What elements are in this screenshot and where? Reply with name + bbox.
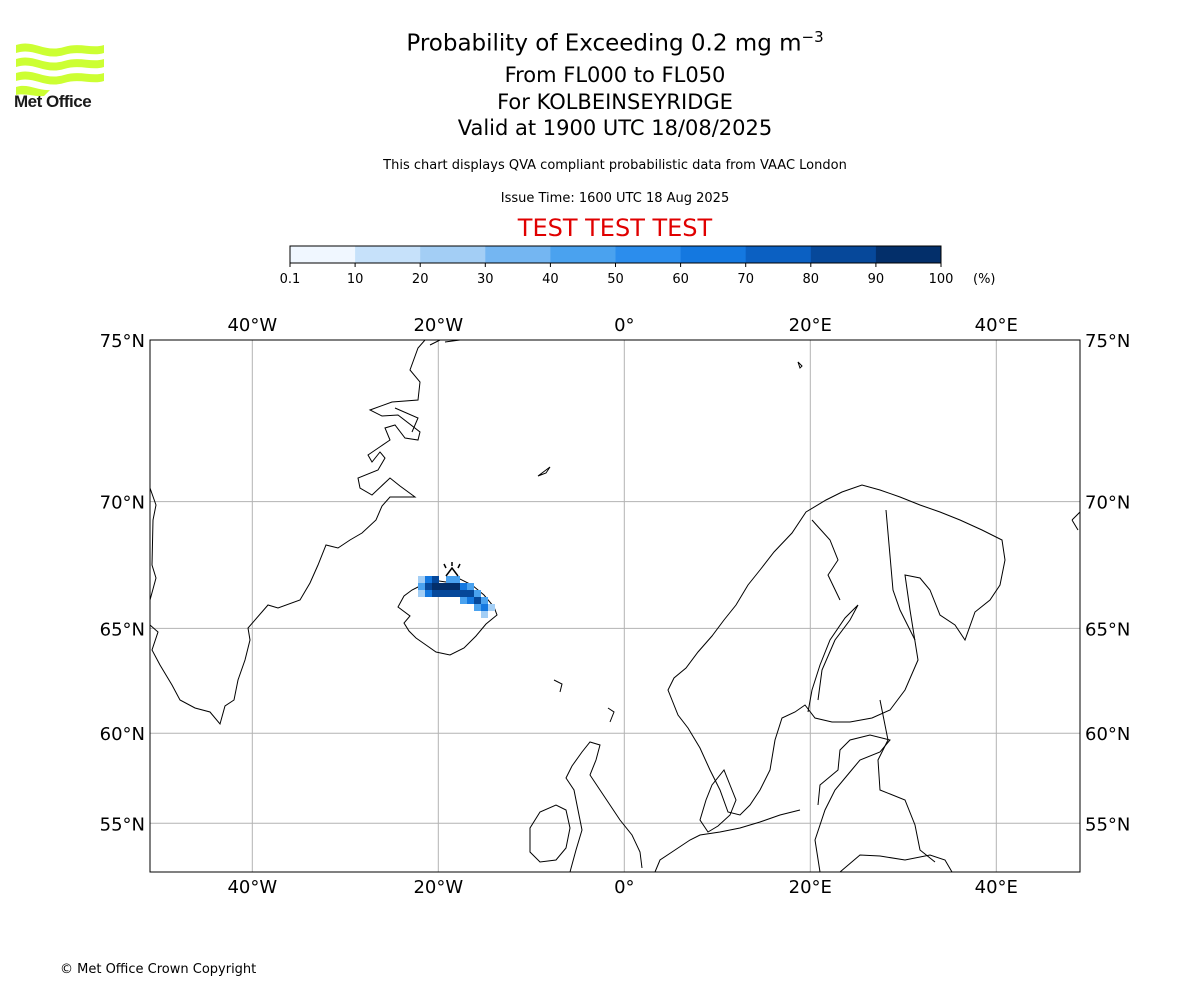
chart-description: This chart displays QVA compliant probab… — [383, 158, 847, 173]
plume-cell — [446, 576, 453, 583]
bear-island-coastline — [797, 361, 803, 369]
plume-cell — [439, 583, 446, 590]
denmark-coastline — [699, 769, 737, 833]
plume-cell — [418, 590, 425, 597]
greenland-coastline — [150, 340, 426, 726]
longitude-label: 20°E — [789, 315, 832, 336]
plume-cell — [467, 597, 474, 604]
plume-cell — [467, 583, 474, 590]
plume-cell — [432, 576, 439, 583]
faroe-islands-coastline — [553, 679, 563, 693]
plume-cell — [453, 583, 460, 590]
latitude-label: 65°N — [1085, 619, 1130, 640]
jan-mayen-coastline — [537, 466, 551, 477]
plume-cell — [446, 583, 453, 590]
longitude-label: 40°W — [227, 877, 277, 898]
kola-coastline — [1071, 511, 1080, 531]
greenland-fjord — [394, 407, 419, 433]
plume-cell — [474, 604, 481, 611]
plume-cell — [432, 583, 439, 590]
longitude-label: 20°E — [789, 877, 832, 898]
finland-coastline — [807, 604, 859, 713]
volcano-marker — [443, 562, 461, 577]
plume-cell — [481, 611, 488, 618]
latitude-label: 70°N — [100, 493, 145, 514]
latitude-label: 75°N — [1085, 331, 1130, 352]
latitude-label: 60°N — [1085, 724, 1130, 745]
baltic-coastline — [814, 734, 891, 872]
great-britain-coastline — [565, 741, 643, 872]
plume-cell — [460, 597, 467, 604]
plume-cell — [418, 583, 425, 590]
plume-cell — [467, 590, 474, 597]
flight-level-range: From FL000 to FL050 — [504, 63, 726, 87]
plume-cell — [432, 590, 439, 597]
latitude-label: 55°N — [100, 814, 145, 835]
plume-cell — [453, 576, 460, 583]
ash-probability-plume — [418, 576, 495, 618]
europe-coastline — [654, 809, 801, 872]
finland-border — [885, 509, 916, 641]
latitude-label: 70°N — [1085, 493, 1130, 514]
plume-cell — [425, 590, 432, 597]
ireland-coastline — [529, 804, 571, 863]
greenland-north — [429, 340, 461, 346]
plume-cell — [446, 590, 453, 597]
shetland-coastline — [607, 707, 615, 723]
plume-cell — [418, 576, 425, 583]
longitude-label: 40°W — [227, 315, 277, 336]
met-office-logo — [16, 43, 104, 97]
scandinavia-coastline — [667, 484, 1006, 816]
issue-time: Issue Time: 1600 UTC 18 Aug 2025 — [500, 191, 730, 206]
longitude-label: 40°E — [975, 315, 1018, 336]
longitude-label: 40°E — [975, 877, 1018, 898]
plume-cell — [460, 590, 467, 597]
sweden-norway-border — [811, 519, 841, 601]
plume-cell — [481, 604, 488, 611]
latitude-label: 65°N — [100, 619, 145, 640]
plume-cell — [481, 597, 488, 604]
chart-title: Probability of Exceeding 0.2 mg m−3 — [406, 28, 824, 57]
valid-time: Valid at 1900 UTC 18/08/2025 — [457, 116, 773, 140]
longitude-label: 20°W — [413, 315, 463, 336]
plume-cell — [474, 590, 481, 597]
test-banner: TEST TEST TEST — [517, 214, 713, 242]
longitude-label: 0° — [614, 877, 634, 898]
longitude-label: 20°W — [413, 877, 463, 898]
plume-cell — [474, 597, 481, 604]
russia-border — [877, 699, 936, 863]
latitude-label: 75°N — [100, 331, 145, 352]
map-frame — [149, 339, 1081, 873]
plume-cell — [453, 590, 460, 597]
copyright-notice: © Met Office Crown Copyright — [60, 962, 257, 977]
plume-cell — [425, 583, 432, 590]
plume-cell — [460, 583, 467, 590]
plume-cell — [439, 590, 446, 597]
latitude-label: 60°N — [100, 724, 145, 745]
plume-cell — [425, 576, 432, 583]
logo-text: Met Office — [14, 92, 92, 111]
border-lines — [839, 854, 953, 872]
plume-cell — [488, 604, 495, 611]
location-name: For KOLBEINSEYRIDGE — [497, 90, 733, 114]
latitude-label: 55°N — [1085, 814, 1130, 835]
longitude-label: 0° — [614, 315, 634, 336]
